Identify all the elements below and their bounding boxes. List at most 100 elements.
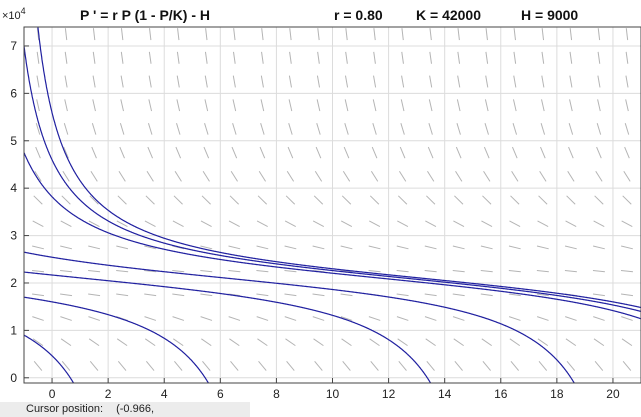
direction-segment xyxy=(345,28,348,41)
direction-segment xyxy=(312,220,325,227)
direction-segment xyxy=(233,28,236,41)
direction-segment xyxy=(342,170,351,182)
direction-segment xyxy=(481,220,493,227)
param-h: H = 9000 xyxy=(521,7,578,23)
direction-segment xyxy=(88,269,101,273)
y-tick-label: 2 xyxy=(10,276,17,290)
direction-segment xyxy=(257,338,268,347)
direction-segment xyxy=(400,123,405,135)
direction-segment xyxy=(315,146,322,159)
direction-segment xyxy=(622,361,632,371)
direction-segment xyxy=(62,170,70,182)
direction-segment xyxy=(536,245,549,250)
direction-segment xyxy=(261,28,264,41)
direction-segment xyxy=(485,51,489,64)
direction-segment xyxy=(372,99,377,112)
direction-segment xyxy=(232,99,237,112)
direction-segment xyxy=(117,361,127,371)
direction-segment xyxy=(513,51,517,64)
direction-segment xyxy=(88,338,100,347)
y-tick-label: 1 xyxy=(10,323,17,337)
direction-segment xyxy=(64,99,68,112)
direction-segment xyxy=(625,51,629,64)
direction-segment xyxy=(284,293,297,297)
direction-segment xyxy=(314,361,323,371)
direction-segment xyxy=(345,51,348,64)
direction-segment xyxy=(116,245,129,250)
direction-segment xyxy=(88,293,101,297)
direction-segment xyxy=(424,245,437,250)
direction-segment xyxy=(285,338,296,347)
direction-segment xyxy=(312,293,325,297)
direction-segment xyxy=(285,195,296,205)
x-tick-label: 18 xyxy=(550,387,564,401)
direction-segment xyxy=(233,51,236,64)
direction-segment xyxy=(63,123,69,135)
direction-segment xyxy=(397,338,408,347)
direction-segment xyxy=(229,338,240,347)
direction-segment xyxy=(63,146,69,159)
y-tick-label: 5 xyxy=(10,134,17,148)
direction-segment xyxy=(147,146,154,159)
direction-segment xyxy=(401,75,405,88)
direction-segment xyxy=(32,245,44,250)
direction-segment xyxy=(312,245,325,250)
direction-segment xyxy=(204,75,208,88)
direction-segment xyxy=(60,316,72,321)
direction-segment xyxy=(313,195,324,205)
direction-segment xyxy=(202,361,211,371)
direction-segment xyxy=(567,170,575,182)
direction-segment xyxy=(203,146,210,159)
direction-segment xyxy=(427,170,435,182)
direction-segment xyxy=(61,361,71,371)
direction-segment xyxy=(33,195,43,205)
direction-segment xyxy=(317,28,320,41)
direction-segment xyxy=(344,75,349,88)
x-tick-label: 8 xyxy=(273,387,280,401)
direction-segment xyxy=(259,146,266,159)
direction-segment xyxy=(621,245,633,250)
direction-segment xyxy=(538,195,548,205)
direction-segment xyxy=(452,293,465,297)
direction-segment xyxy=(508,316,521,321)
y-tick-label: 4 xyxy=(10,181,17,195)
direction-segment xyxy=(538,361,548,371)
direction-segment xyxy=(340,316,353,321)
direction-segment xyxy=(622,195,632,205)
direction-segment xyxy=(592,269,605,273)
direction-segment xyxy=(201,195,211,205)
direction-segment xyxy=(483,170,491,182)
direction-segment xyxy=(36,99,40,112)
direction-segment xyxy=(88,245,101,250)
direction-segment xyxy=(232,123,237,135)
direction-segment xyxy=(621,338,633,347)
direction-segment xyxy=(595,170,603,182)
direction-segment xyxy=(481,338,492,347)
y-tick-label: 6 xyxy=(10,86,17,100)
direction-segment xyxy=(119,146,125,159)
x-tick-label: 6 xyxy=(217,387,224,401)
direction-segment xyxy=(204,51,208,64)
direction-segment xyxy=(341,338,352,347)
direction-segment xyxy=(232,75,236,88)
direction-segment xyxy=(452,316,465,321)
direction-segment xyxy=(396,245,409,250)
direction-segment xyxy=(92,28,96,41)
direction-segment xyxy=(625,99,629,112)
direction-segment xyxy=(34,170,42,182)
x-tick-label: 0 xyxy=(49,387,56,401)
direction-segment xyxy=(593,316,605,321)
equation-title: P ' = r P (1 - P/K) - H xyxy=(80,7,210,23)
x-tick-label: 16 xyxy=(494,387,508,401)
direction-segment xyxy=(284,316,297,321)
direction-segment xyxy=(368,316,381,321)
direction-segment xyxy=(172,245,185,250)
direction-segment xyxy=(120,99,124,112)
direction-segment xyxy=(536,293,549,297)
direction-segment xyxy=(620,293,633,297)
direction-segment xyxy=(564,269,577,273)
direction-segment xyxy=(172,316,185,321)
direction-segment xyxy=(174,170,182,182)
direction-segment xyxy=(201,338,212,347)
